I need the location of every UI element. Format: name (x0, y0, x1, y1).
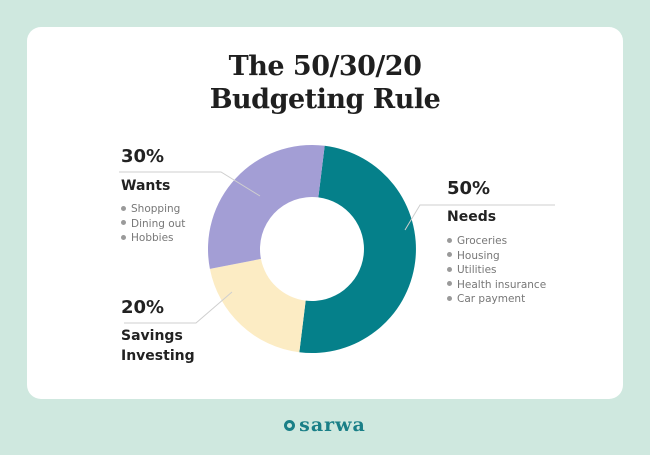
needs-percent: 50% (447, 178, 491, 199)
list-item: Housing (447, 249, 546, 264)
list-item: Health insurance (447, 278, 546, 293)
title-line-2: Budgeting Rule (209, 84, 441, 115)
slice-savings (209, 258, 306, 353)
list-item: Groceries (447, 234, 546, 249)
sarwa-logo-icon (284, 420, 296, 431)
list-item: Dining out (121, 217, 185, 232)
list-item: Utilities (447, 263, 546, 278)
donut-slices (208, 145, 416, 353)
title-line-1: The 50/30/20 (228, 51, 422, 82)
wants-percent: 30% (121, 146, 165, 167)
chart-title: The 50/30/20 Budgeting Rule (0, 50, 650, 116)
wants-label: Wants (121, 178, 171, 194)
list-item: Car payment (447, 292, 546, 307)
savings-label-line-2: Investing (121, 348, 195, 364)
brand-logo: sarwa (0, 414, 650, 436)
list-item: Shopping (121, 202, 185, 217)
slice-needs (299, 145, 416, 353)
needs-label: Needs (447, 209, 497, 225)
needs-items: Groceries Housing Utilities Health insur… (447, 234, 546, 307)
list-item: Hobbies (121, 231, 185, 246)
savings-label-line-1: Savings (121, 328, 183, 344)
leader-line-needs (404, 204, 555, 231)
brand-name: sarwa (299, 414, 366, 436)
savings-percent: 20% (121, 297, 165, 318)
slice-wants (208, 145, 325, 269)
leader-line-savings (124, 291, 233, 324)
savings-label: Savings Investing (121, 326, 195, 366)
leader-line-wants (119, 171, 261, 197)
leader-lines (119, 171, 555, 324)
wants-items: Shopping Dining out Hobbies (121, 202, 185, 246)
